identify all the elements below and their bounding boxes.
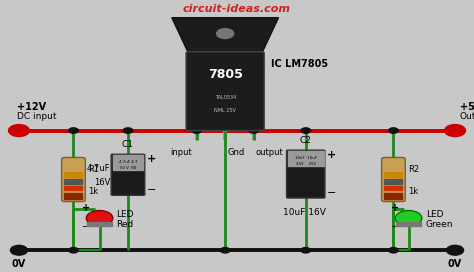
Circle shape: [86, 211, 113, 226]
Bar: [384, 179, 402, 184]
Bar: [384, 186, 402, 190]
Circle shape: [220, 248, 230, 253]
Bar: [384, 193, 402, 199]
Text: 50 V  80: 50 V 80: [120, 166, 136, 170]
FancyBboxPatch shape: [111, 154, 145, 195]
Text: Green: Green: [426, 220, 453, 229]
Text: 25V    25V: 25V 25V: [296, 162, 316, 166]
Text: +: +: [327, 150, 337, 160]
Circle shape: [301, 128, 310, 133]
Circle shape: [217, 29, 234, 38]
Bar: [64, 186, 82, 190]
Circle shape: [301, 248, 310, 253]
Text: −: −: [82, 222, 90, 232]
Text: −: −: [391, 222, 399, 232]
Text: 0V: 0V: [448, 259, 462, 268]
Circle shape: [192, 128, 201, 133]
Text: 10uF 16V: 10uF 16V: [283, 208, 326, 217]
Text: Gnd: Gnd: [228, 148, 245, 157]
Circle shape: [249, 128, 258, 133]
Circle shape: [445, 125, 465, 137]
Bar: [113, 155, 143, 170]
Text: 4.7uF: 4.7uF: [87, 164, 110, 173]
Text: LED: LED: [117, 210, 134, 219]
Text: −: −: [327, 188, 337, 198]
Circle shape: [389, 128, 398, 133]
Circle shape: [9, 125, 29, 137]
FancyBboxPatch shape: [286, 150, 325, 198]
Text: R2: R2: [408, 165, 419, 175]
Bar: [87, 222, 112, 226]
Bar: [384, 172, 402, 177]
Circle shape: [395, 211, 422, 226]
Text: R1: R1: [88, 165, 99, 175]
Text: +12V: +12V: [17, 101, 46, 112]
Text: +: +: [391, 203, 399, 213]
Text: 1k: 1k: [88, 187, 98, 196]
Text: +: +: [82, 203, 90, 213]
FancyBboxPatch shape: [186, 52, 264, 131]
Circle shape: [123, 128, 133, 133]
Text: input: input: [170, 148, 192, 157]
Text: Output: Output: [460, 112, 474, 121]
Text: output: output: [256, 148, 284, 157]
Circle shape: [447, 245, 464, 255]
Text: 10uF  10uF: 10uF 10uF: [295, 156, 317, 160]
Bar: [64, 172, 82, 177]
Text: −: −: [147, 186, 156, 195]
Circle shape: [10, 245, 27, 255]
Polygon shape: [172, 18, 279, 53]
Circle shape: [69, 248, 78, 253]
Circle shape: [69, 128, 78, 133]
Text: LED: LED: [426, 210, 443, 219]
Circle shape: [389, 248, 398, 253]
Text: 16V: 16V: [94, 178, 110, 187]
Text: 1k: 1k: [408, 187, 418, 196]
Bar: [288, 151, 323, 166]
Text: 4.7uF 4.7: 4.7uF 4.7: [118, 160, 137, 164]
Text: 0V: 0V: [12, 259, 26, 268]
Text: +: +: [147, 154, 156, 164]
Text: TAL0534: TAL0534: [215, 95, 236, 100]
FancyBboxPatch shape: [382, 157, 405, 202]
Text: circuit-ideas.com: circuit-ideas.com: [183, 4, 291, 14]
Text: NML 25V: NML 25V: [214, 109, 236, 113]
Bar: [64, 179, 82, 184]
FancyBboxPatch shape: [62, 157, 85, 202]
Text: Red: Red: [117, 220, 134, 229]
Text: 7805: 7805: [208, 68, 243, 81]
Text: C2: C2: [300, 136, 312, 145]
Text: +5V DC: +5V DC: [460, 101, 474, 112]
Bar: [396, 222, 421, 226]
Bar: [64, 193, 82, 199]
Text: IC LM7805: IC LM7805: [271, 60, 328, 69]
Text: C1: C1: [122, 140, 134, 149]
Text: DC input: DC input: [17, 112, 56, 121]
